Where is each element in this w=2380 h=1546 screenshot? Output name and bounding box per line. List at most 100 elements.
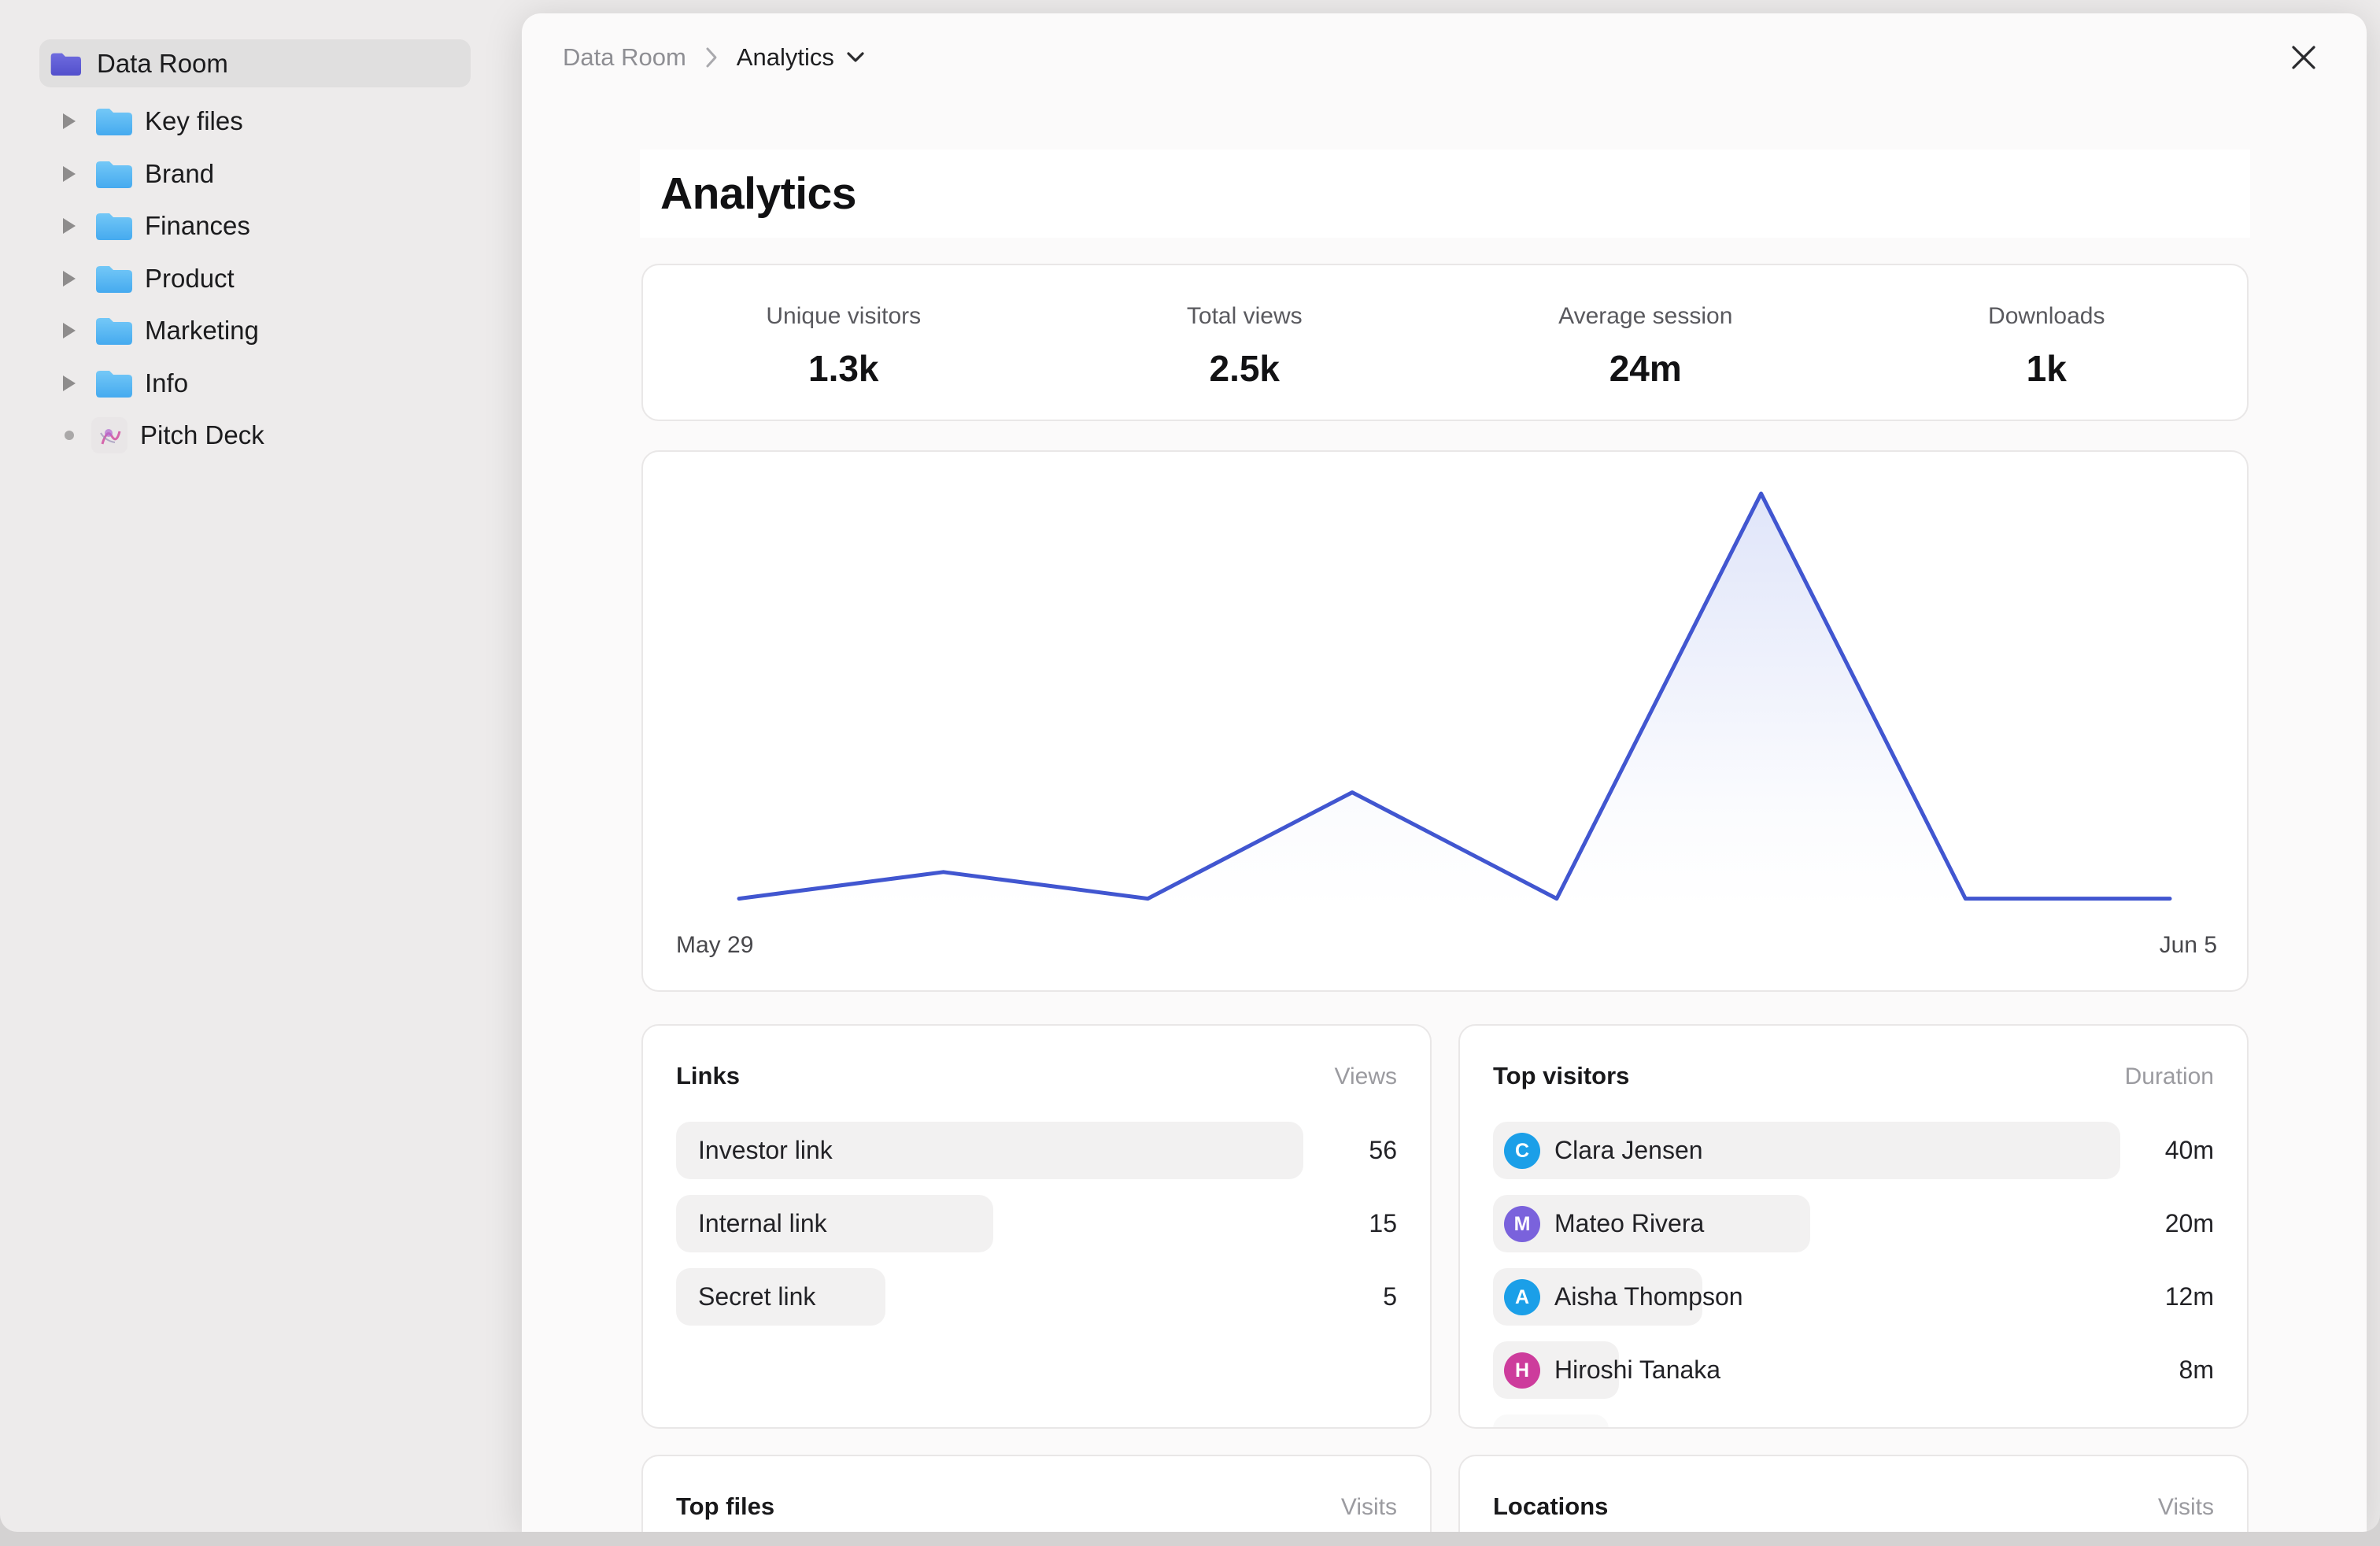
avatar-initial: A bbox=[1514, 1285, 1530, 1308]
visits-chart-card: May 29 Jun 5 bbox=[641, 450, 2249, 992]
usage-bar bbox=[676, 1122, 1303, 1179]
top-files-card-header: Top files Visits bbox=[676, 1456, 1397, 1521]
sidebar-item-key-files[interactable]: Key files bbox=[0, 99, 522, 143]
disclosure-triangle-icon[interactable] bbox=[63, 113, 76, 129]
top-files-value-header: Visits bbox=[1340, 1494, 1397, 1520]
locations-card-header: Locations Visits bbox=[1493, 1456, 2214, 1521]
folder-icon bbox=[96, 318, 132, 345]
top-files-card: Top files Visits bbox=[641, 1455, 1432, 1532]
sidebar-item-product[interactable]: Product bbox=[0, 257, 522, 301]
breadcrumb-current[interactable]: Analytics bbox=[737, 43, 866, 72]
visitor-name: Mateo Rivera bbox=[1554, 1209, 1705, 1237]
close-button[interactable] bbox=[2286, 40, 2321, 75]
link-row[interactable]: Secret link 5 bbox=[676, 1268, 1397, 1326]
breadcrumb-parent[interactable]: Data Room bbox=[563, 43, 686, 71]
breadcrumb: Data Room Analytics bbox=[563, 43, 866, 72]
stat-unique-visitors: Unique visitors 1.3k bbox=[643, 265, 1044, 420]
sidebar-item-label: Info bbox=[145, 368, 189, 398]
stat-downloads: Downloads 1k bbox=[1846, 265, 2248, 420]
locations-card: Locations Visits bbox=[1458, 1455, 2249, 1532]
top-visitors-list: C Clara Jensen 40m M Mateo Rivera 20m A Aisha T… bbox=[1493, 1122, 2214, 1427]
visitor-name: Aisha Thompson bbox=[1554, 1282, 1743, 1311]
link-name: Secret link bbox=[698, 1282, 816, 1311]
folder-icon bbox=[96, 109, 132, 135]
visitor-row[interactable]: C Clara Jensen 40m bbox=[1493, 1122, 2214, 1179]
folder-icon bbox=[96, 161, 132, 188]
avatar: C bbox=[1504, 1132, 1540, 1169]
usage-bar bbox=[676, 1195, 994, 1252]
main-panel: Data Room Analytics Analytics Unique vis… bbox=[522, 13, 2367, 1532]
stat-average-session: Average session 24m bbox=[1445, 265, 1846, 420]
disclosure-triangle-icon[interactable] bbox=[63, 165, 76, 182]
top-visitors-card: Top visitors Duration C Clara Jensen 40m M M… bbox=[1458, 1024, 2249, 1429]
avatar-initial: C bbox=[1514, 1139, 1530, 1162]
visitor-row[interactable]: H Hiroshi Tanaka 8m bbox=[1493, 1341, 2214, 1399]
sidebar-tree: Key files Brand Finances Product Marketing In… bbox=[0, 99, 522, 466]
link-row[interactable]: Internal link 15 bbox=[676, 1195, 1397, 1252]
sidebar-item-data-room[interactable]: Data Room bbox=[39, 39, 471, 87]
visitor-row[interactable]: M Mateo Rivera 20m bbox=[1493, 1195, 2214, 1252]
stat-total-views: Total views 2.5k bbox=[1044, 265, 1446, 420]
top-visitors-value-header: Duration bbox=[2124, 1063, 2214, 1089]
avatar-initial: M bbox=[1513, 1212, 1531, 1235]
locations-card-title: Locations bbox=[1493, 1492, 1609, 1520]
link-row[interactable]: Investor link 56 bbox=[676, 1122, 1397, 1179]
locations-value-header: Visits bbox=[2157, 1494, 2214, 1520]
stat-label: Unique visitors bbox=[766, 303, 922, 329]
row-value: 56 bbox=[1369, 1136, 1397, 1164]
avatar: A bbox=[1504, 1278, 1540, 1315]
stat-value: 1.3k bbox=[808, 348, 879, 389]
sidebar-item-label: Data Room bbox=[97, 48, 228, 78]
folder-icon bbox=[96, 265, 132, 293]
visitor-row-clipped[interactable] bbox=[1493, 1415, 2214, 1427]
row-value: 15 bbox=[1369, 1209, 1397, 1237]
visitor-name: Clara Jensen bbox=[1554, 1136, 1703, 1164]
stat-label: Total views bbox=[1186, 303, 1303, 329]
folder-icon bbox=[96, 370, 132, 398]
row-value: 5 bbox=[1383, 1282, 1397, 1311]
sidebar-item-marketing[interactable]: Marketing bbox=[0, 309, 522, 353]
disclosure-triangle-icon[interactable] bbox=[63, 375, 76, 391]
page-title: Analytics bbox=[660, 168, 856, 219]
disclosure-triangle-icon[interactable] bbox=[63, 218, 76, 234]
sidebar-item-label: Pitch Deck bbox=[140, 420, 264, 449]
folder-icon bbox=[96, 213, 132, 240]
stat-value: 24m bbox=[1609, 348, 1682, 389]
sidebar-item-info[interactable]: Info bbox=[0, 361, 522, 405]
row-value: 12m bbox=[2164, 1282, 2214, 1311]
sidebar-item-label: Key files bbox=[145, 106, 243, 135]
chevron-down-icon bbox=[847, 52, 864, 62]
x-axis-label-start: May 29 bbox=[676, 932, 754, 958]
links-list: Investor link 56 Internal link 15 Secret lin… bbox=[676, 1122, 1397, 1326]
x-axis-label-end: Jun 5 bbox=[2159, 932, 2217, 958]
page-header: Analytics bbox=[640, 150, 2250, 238]
links-card-value-header: Views bbox=[1334, 1063, 1397, 1089]
usage-bar bbox=[1493, 1415, 1609, 1427]
line-chart bbox=[737, 491, 2172, 907]
sidebar: Data Room Key files Brand Finances Product M… bbox=[0, 0, 522, 1532]
links-card-header: Links Views bbox=[676, 1026, 1397, 1090]
disclosure-triangle-icon[interactable] bbox=[63, 270, 76, 287]
folder-icon bbox=[50, 53, 81, 76]
avatar: M bbox=[1504, 1205, 1540, 1242]
sidebar-item-pitch-deck[interactable]: Pitch Deck bbox=[0, 413, 522, 457]
stat-value: 2.5k bbox=[1209, 348, 1281, 389]
chevron-right-icon bbox=[706, 47, 717, 68]
stat-label: Average session bbox=[1558, 303, 1733, 329]
usage-bar bbox=[1493, 1195, 1811, 1252]
breadcrumb-current-label: Analytics bbox=[736, 43, 834, 71]
links-card-title: Links bbox=[676, 1062, 740, 1089]
sidebar-item-brand[interactable]: Brand bbox=[0, 152, 522, 196]
sidebar-item-finances[interactable]: Finances bbox=[0, 204, 522, 248]
stat-value: 1k bbox=[2026, 348, 2067, 389]
sidebar-item-label: Finances bbox=[145, 211, 250, 240]
top-files-card-title: Top files bbox=[676, 1492, 775, 1520]
top-visitors-card-header: Top visitors Duration bbox=[1493, 1026, 2214, 1090]
top-visitors-card-title: Top visitors bbox=[1493, 1062, 1630, 1089]
visitor-row[interactable]: A Aisha Thompson 12m bbox=[1493, 1268, 2214, 1326]
links-card: Links Views Investor link 56 Internal link… bbox=[641, 1024, 1432, 1429]
visitor-name: Hiroshi Tanaka bbox=[1554, 1356, 1721, 1384]
disclosure-triangle-icon[interactable] bbox=[63, 323, 76, 338]
